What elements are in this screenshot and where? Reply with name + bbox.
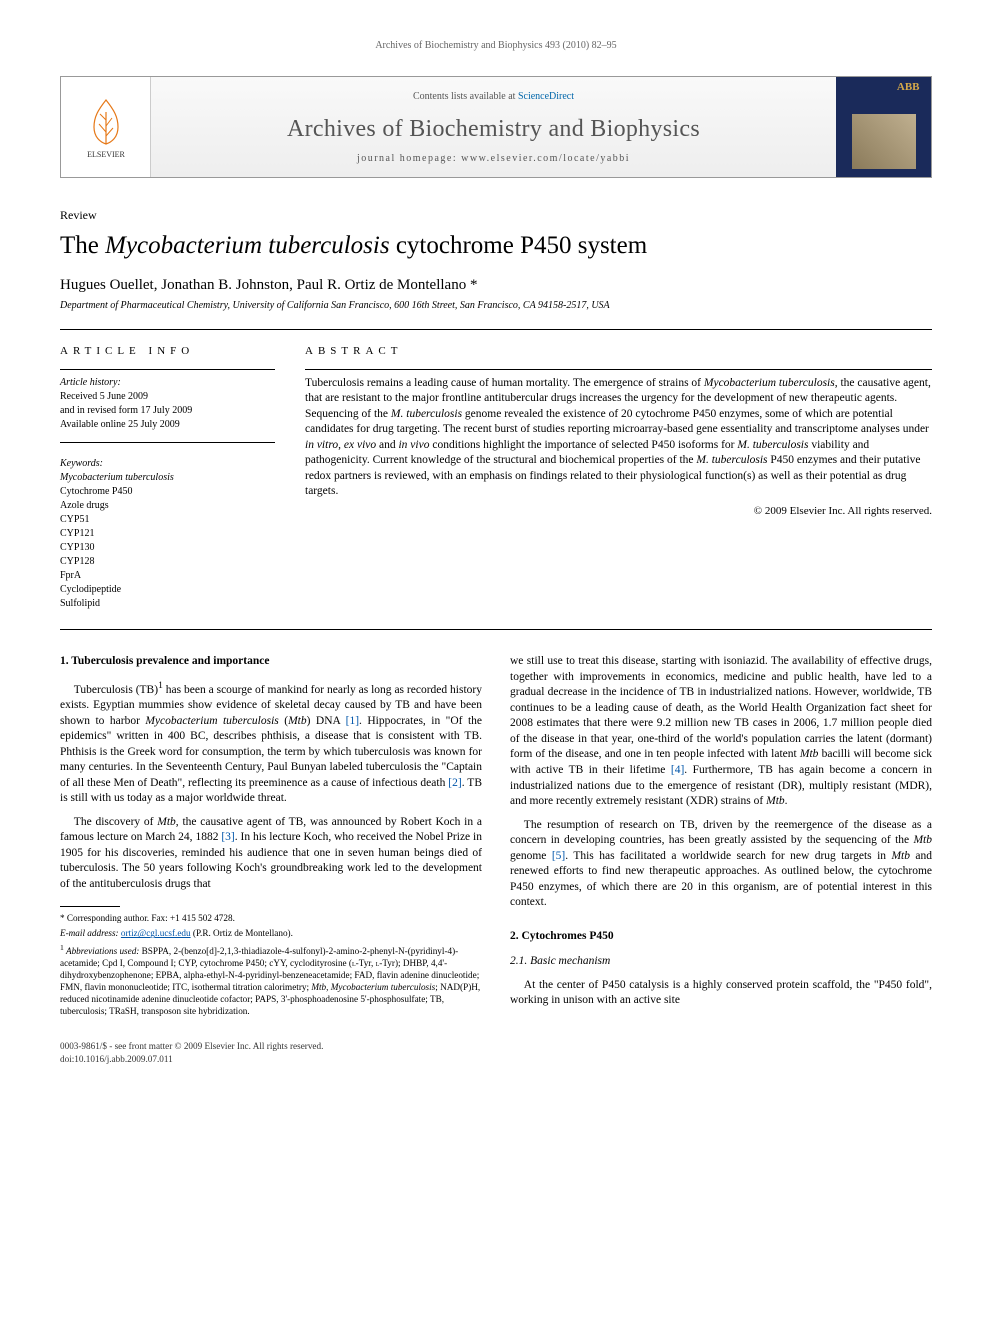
title-post: cytochrome P450 system xyxy=(390,232,648,259)
footnotes: * Corresponding author. Fax: +1 415 502 … xyxy=(60,913,482,1018)
cover-abbrev: ABB xyxy=(897,81,920,93)
col2-para-2: The resumption of research on TB, driven… xyxy=(510,818,932,911)
homepage-url: www.elsevier.com/locate/yabbi xyxy=(461,153,630,164)
contents-prefix: Contents lists available at xyxy=(413,91,518,102)
section-1-para-2: The discovery of Mtb, the causative agen… xyxy=(60,815,482,893)
ref-4[interactable]: [4] xyxy=(671,764,684,776)
homepage-prefix: journal homepage: xyxy=(357,153,461,164)
running-header: Archives of Biochemistry and Biophysics … xyxy=(60,40,932,51)
abstract-heading: ABSTRACT xyxy=(305,344,932,359)
section-2-1-heading: 2.1. Basic mechanism xyxy=(510,954,932,970)
abstract-text: Tuberculosis remains a leading cause of … xyxy=(305,370,932,500)
keyword-item: CYP51 xyxy=(60,513,275,527)
front-matter-line: 0003-9861/$ - see front matter © 2009 El… xyxy=(60,1040,482,1052)
title-pre: The xyxy=(60,232,105,259)
doi-line: doi:10.1016/j.abb.2009.07.011 xyxy=(60,1053,482,1065)
email-line: E-mail address: ortiz@cgl.ucsf.edu (P.R.… xyxy=(60,928,482,940)
article-history-label: Article history: xyxy=(60,376,275,390)
abstract-copyright: © 2009 Elsevier Inc. All rights reserved… xyxy=(305,504,932,519)
section-2-1-para-1: At the center of P450 catalysis is a hig… xyxy=(510,978,932,1009)
abbreviations-footnote: 1 Abbreviations used: BSPPA, 2-(benzo[d]… xyxy=(60,943,482,1018)
keyword-item: Mycobacterium tuberculosis xyxy=(60,471,275,485)
journal-cover-box: ABB xyxy=(836,77,931,177)
section-1-heading: 1. Tuberculosis prevalence and importanc… xyxy=(60,654,482,670)
email-link[interactable]: ortiz@cgl.ucsf.edu xyxy=(121,928,191,938)
keyword-item: Cytochrome P450 xyxy=(60,485,275,499)
corresponding-author: * Corresponding author. Fax: +1 415 502 … xyxy=(60,913,482,925)
ref-1[interactable]: [1] xyxy=(346,715,359,727)
contents-lists-line: Contents lists available at ScienceDirec… xyxy=(151,91,836,102)
title-italic: Mycobacterium tuberculosis xyxy=(105,232,389,259)
journal-cover-thumb: ABB xyxy=(844,77,924,177)
keywords-label: Keywords: xyxy=(60,457,275,471)
journal-name: Archives of Biochemistry and Biophysics xyxy=(151,116,836,143)
ref-3[interactable]: [3] xyxy=(221,831,234,843)
cover-image-placeholder xyxy=(852,114,916,169)
online-date: Available online 25 July 2009 xyxy=(60,418,275,432)
col2-para-1: we still use to treat this disease, star… xyxy=(510,654,932,809)
publisher-logo-box: ELSEVIER xyxy=(61,77,151,177)
rule-bottom xyxy=(60,629,932,630)
journal-homepage-line: journal homepage: www.elsevier.com/locat… xyxy=(151,153,836,164)
article-title: The Mycobacterium tuberculosis cytochrom… xyxy=(60,231,932,261)
info-rule-2 xyxy=(60,442,275,443)
authors: Hugues Ouellet, Jonathan B. Johnston, Pa… xyxy=(60,277,932,294)
svg-text:ELSEVIER: ELSEVIER xyxy=(87,150,125,159)
body-column-left: 1. Tuberculosis prevalence and importanc… xyxy=(60,654,482,1065)
journal-masthead: ELSEVIER Contents lists available at Sci… xyxy=(60,76,932,178)
ref-2[interactable]: [2] xyxy=(448,777,461,789)
ref-5[interactable]: [5] xyxy=(552,850,565,862)
section-1-para-1: Tuberculosis (TB)1 has been a scourge of… xyxy=(60,680,482,807)
keyword-item: CYP130 xyxy=(60,541,275,555)
sciencedirect-link[interactable]: ScienceDirect xyxy=(518,91,574,102)
keyword-item: FprA xyxy=(60,569,275,583)
article-type: Review xyxy=(60,208,932,223)
article-info-heading: ARTICLE INFO xyxy=(60,344,275,359)
article-info-column: ARTICLE INFO Article history: Received 5… xyxy=(60,344,275,611)
keyword-item: CYP121 xyxy=(60,527,275,541)
keyword-item: Cyclodipeptide xyxy=(60,583,275,597)
revised-date: and in revised form 17 July 2009 xyxy=(60,404,275,418)
keyword-item: Azole drugs xyxy=(60,499,275,513)
affiliation: Department of Pharmaceutical Chemistry, … xyxy=(60,300,932,311)
elsevier-tree-icon: ELSEVIER xyxy=(76,92,136,162)
footnote-separator xyxy=(60,906,120,907)
keyword-item: CYP128 xyxy=(60,555,275,569)
page-footer: 0003-9861/$ - see front matter © 2009 El… xyxy=(60,1040,482,1065)
masthead-center: Contents lists available at ScienceDirec… xyxy=(151,77,836,177)
received-date: Received 5 June 2009 xyxy=(60,390,275,404)
body-column-right: we still use to treat this disease, star… xyxy=(510,654,932,1065)
keyword-item: Sulfolipid xyxy=(60,597,275,611)
abstract-column: ABSTRACT Tuberculosis remains a leading … xyxy=(305,344,932,611)
section-2-heading: 2. Cytochromes P450 xyxy=(510,929,932,945)
keywords-list: Mycobacterium tuberculosisCytochrome P45… xyxy=(60,471,275,611)
